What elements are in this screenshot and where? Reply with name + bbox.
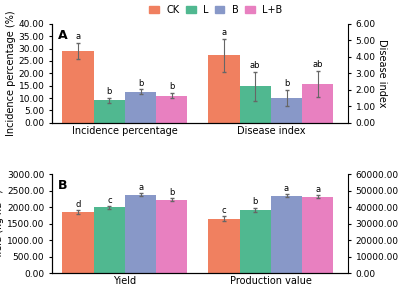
Bar: [125, 92, 156, 123]
Y-axis label: Incidence percentage (%): Incidence percentage (%): [6, 10, 16, 136]
Bar: [240, 210, 271, 273]
Bar: [125, 195, 156, 273]
Text: b: b: [169, 82, 174, 91]
Y-axis label: Disease index: Disease index: [377, 39, 387, 108]
Bar: [156, 96, 188, 123]
Text: c: c: [107, 196, 112, 205]
Text: b: b: [169, 188, 174, 197]
Text: a: a: [138, 183, 143, 192]
Bar: [94, 100, 125, 123]
Text: b: b: [284, 79, 289, 88]
Text: b: b: [138, 79, 143, 88]
Text: ab: ab: [250, 61, 260, 70]
Bar: [271, 196, 302, 273]
Text: a: a: [222, 28, 226, 37]
Bar: [302, 197, 334, 273]
Bar: [94, 207, 125, 273]
Text: ab: ab: [312, 60, 323, 69]
Bar: [271, 98, 302, 123]
Text: d: d: [75, 200, 81, 209]
Bar: [302, 84, 334, 123]
Bar: [62, 51, 94, 123]
Bar: [208, 55, 240, 123]
Text: a: a: [315, 184, 320, 194]
Y-axis label: Yield (kg·ha⁻¹): Yield (kg·ha⁻¹): [0, 189, 4, 259]
Bar: [156, 200, 188, 273]
Text: a: a: [284, 184, 289, 193]
Bar: [62, 212, 94, 273]
Text: b: b: [252, 198, 258, 206]
Text: a: a: [76, 32, 81, 41]
Legend: CK, L, B, L+B: CK, L, B, L+B: [150, 5, 282, 15]
Text: b: b: [107, 87, 112, 96]
Text: B: B: [58, 179, 68, 192]
Text: A: A: [58, 29, 68, 42]
Bar: [240, 86, 271, 123]
Bar: [208, 219, 240, 273]
Text: c: c: [222, 206, 226, 215]
